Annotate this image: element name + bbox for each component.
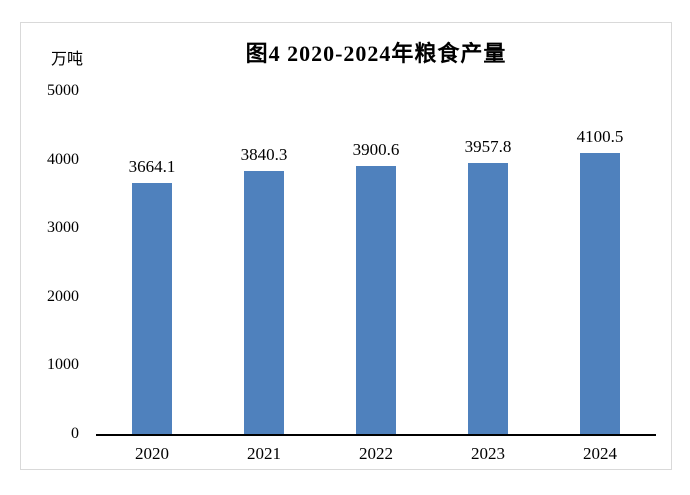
bar-value-label-2021: 3840.3 xyxy=(240,144,288,164)
x-tick-label-2023: 2023 xyxy=(471,444,505,463)
chart-frame: 图4 2020-2024年粮食产量 万吨 0 1000 2000 3000 4000 50… xyxy=(20,22,672,470)
bar-value-label-2023: 3957.8 xyxy=(464,136,512,156)
y-tick-label-1000: 1000 xyxy=(47,356,79,374)
bar-2024 xyxy=(580,152,620,434)
plot-area: 0 1000 2000 3000 4000 5000 3664.1 2020 3840.3 202… xyxy=(47,82,656,463)
x-tick-label-2021: 2021 xyxy=(247,444,281,463)
bar-value-label-2024: 4100.5 xyxy=(576,126,624,146)
x-tick-label-2024: 2024 xyxy=(583,444,617,463)
bar-2022 xyxy=(356,166,396,434)
y-tick-label-4000: 4000 xyxy=(47,150,79,168)
y-tick-label-5000: 5000 xyxy=(47,82,79,99)
bar-value-label-2020: 3664.1 xyxy=(128,156,176,176)
x-tick-label-2022: 2022 xyxy=(359,444,393,463)
bar-value-label-2022: 3900.6 xyxy=(352,140,400,160)
chart-title: 图4 2020-2024年粮食产量 xyxy=(245,41,507,66)
bar-2023 xyxy=(468,162,508,434)
x-tick-label-2020: 2020 xyxy=(135,444,169,463)
y-tick-label-0: 0 xyxy=(71,425,79,442)
bar-2020 xyxy=(132,182,172,434)
y-axis-unit-label: 万吨 xyxy=(51,51,84,68)
bar-2021 xyxy=(244,170,284,434)
y-tick-label-2000: 2000 xyxy=(47,287,79,305)
y-tick-label-3000: 3000 xyxy=(47,219,79,237)
x-axis-line xyxy=(96,434,656,436)
